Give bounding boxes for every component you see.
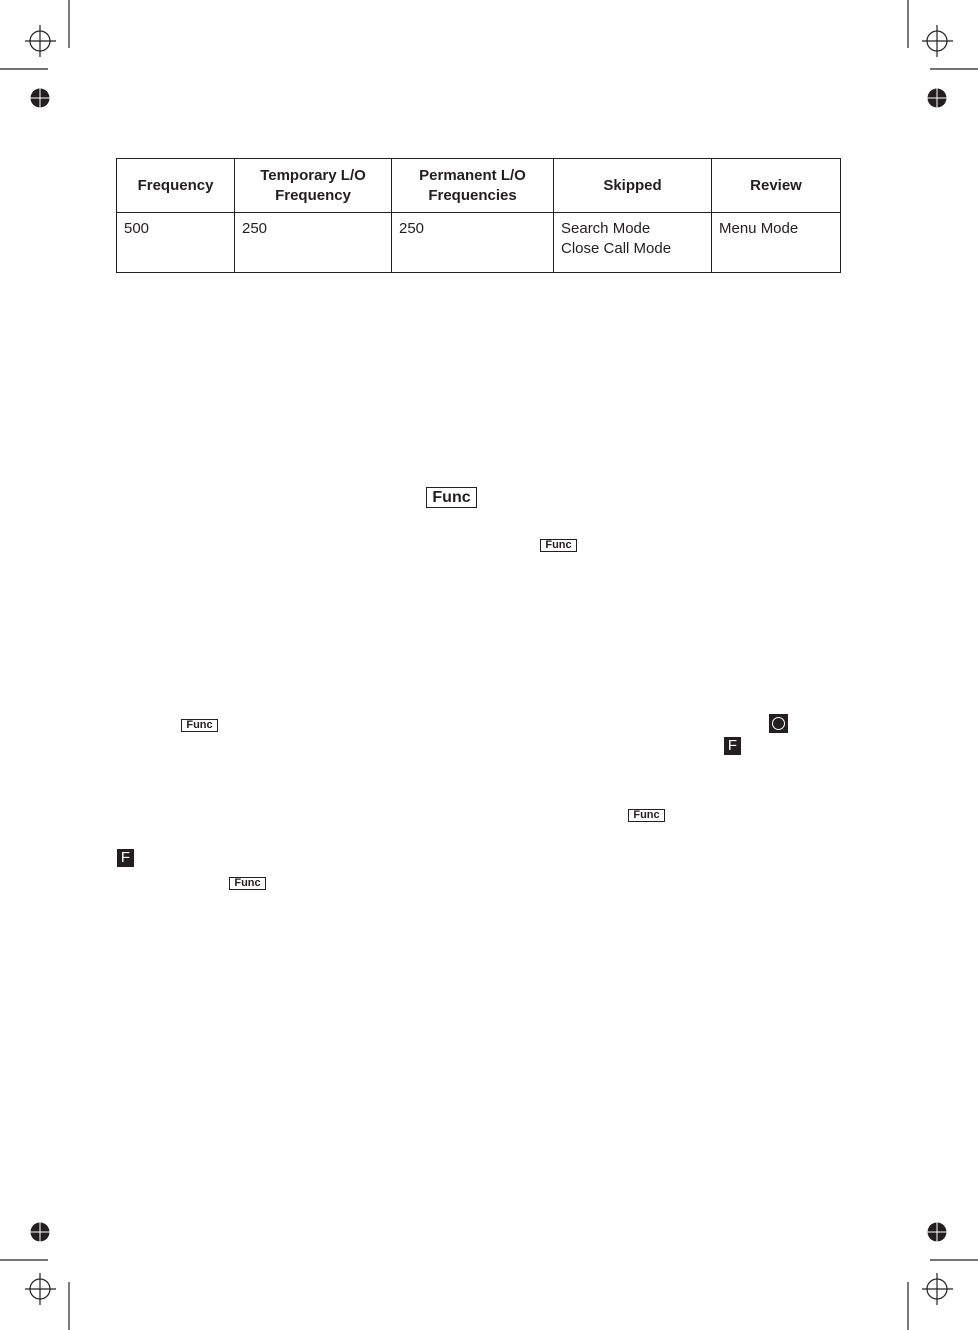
f-indicator-icon: F bbox=[724, 737, 741, 755]
table-header-row: Frequency Temporary L/O Frequency Perman… bbox=[116, 158, 841, 213]
cell-review: Menu Mode bbox=[711, 212, 841, 273]
func-key-icon: Func bbox=[628, 809, 665, 822]
table-row: 500 250 250 Search Mode Close Call Mode … bbox=[116, 212, 841, 273]
cell-permanent-lo: 250 bbox=[391, 212, 554, 273]
lockout-table: Frequency Temporary L/O Frequency Perman… bbox=[116, 158, 841, 273]
cell-frequency: 500 bbox=[116, 212, 235, 273]
header-permanent-lo: Permanent L/O Frequencies bbox=[391, 158, 554, 213]
func-key-icon: Func bbox=[540, 539, 577, 552]
func-key-icon: Func bbox=[181, 719, 218, 732]
header-temporary-lo: Temporary L/O Frequency bbox=[234, 158, 392, 213]
header-frequency: Frequency bbox=[116, 158, 235, 213]
cell-temporary-lo: 250 bbox=[234, 212, 392, 273]
f-indicator-icon: F bbox=[117, 849, 134, 867]
cell-skipped: Search Mode Close Call Mode bbox=[553, 212, 712, 273]
func-key-icon: Func bbox=[229, 877, 266, 890]
registration-mark bbox=[25, 25, 953, 1305]
header-skipped: Skipped bbox=[553, 158, 712, 213]
circle-indicator-icon bbox=[769, 714, 788, 733]
header-review: Review bbox=[711, 158, 841, 213]
func-key-icon: Func bbox=[426, 487, 477, 508]
